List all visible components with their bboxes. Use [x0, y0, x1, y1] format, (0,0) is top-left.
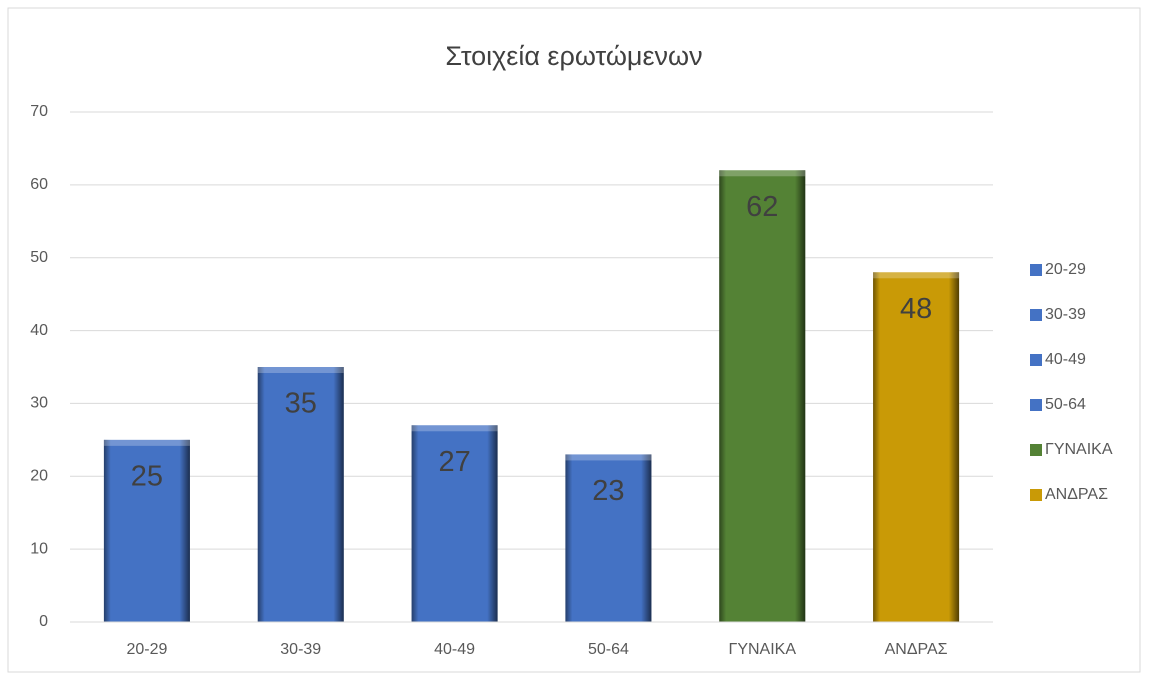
bar-bevel	[719, 170, 806, 177]
y-tick-label: 60	[30, 176, 48, 193]
legend-label: ΓΥΝΑΙΚΑ	[1045, 441, 1113, 458]
legend-swatch	[1030, 309, 1042, 321]
legend-swatch	[1030, 354, 1042, 366]
legend-label: 20-29	[1045, 261, 1086, 278]
legend-label: 50-64	[1045, 396, 1086, 413]
x-tick-label: 40-49	[434, 641, 475, 658]
x-tick-label: ΓΥΝΑΙΚΑ	[729, 641, 797, 658]
data-label: 35	[285, 388, 317, 420]
data-label: 23	[592, 475, 624, 507]
y-tick-label: 70	[30, 103, 48, 120]
bar-bevel	[565, 454, 652, 461]
y-tick-label: 20	[30, 468, 48, 485]
legend-label: 40-49	[1045, 351, 1086, 368]
x-tick-label: 30-39	[280, 641, 321, 658]
legend-swatch	[1030, 444, 1042, 456]
y-tick-label: 30	[30, 395, 48, 412]
x-tick-label: 50-64	[588, 641, 629, 658]
data-label: 62	[746, 191, 778, 223]
bar	[719, 170, 806, 623]
data-label: 25	[131, 461, 163, 493]
chart-title: Στοιχεία ερωτώμενων	[445, 41, 702, 71]
y-tick-label: 40	[30, 322, 48, 339]
legend-swatch	[1030, 489, 1042, 501]
legend-swatch	[1030, 399, 1042, 411]
y-tick-label: 0	[39, 613, 48, 630]
bar-bevel	[257, 367, 344, 373]
y-tick-label: 50	[30, 249, 48, 266]
x-tick-label: 20-29	[126, 641, 167, 658]
bar-bevel	[873, 272, 960, 279]
legend-label: ΑΝΔΡΑΣ	[1045, 486, 1108, 503]
legend-swatch	[1030, 264, 1042, 276]
data-label: 27	[438, 446, 470, 478]
y-tick-label: 10	[30, 540, 48, 557]
data-label: 48	[900, 293, 932, 325]
legend-label: 30-39	[1045, 306, 1086, 323]
bar-bevel	[411, 425, 498, 432]
x-tick-label: ΑΝΔΡΑΣ	[885, 641, 948, 658]
bar-bevel	[103, 439, 190, 446]
